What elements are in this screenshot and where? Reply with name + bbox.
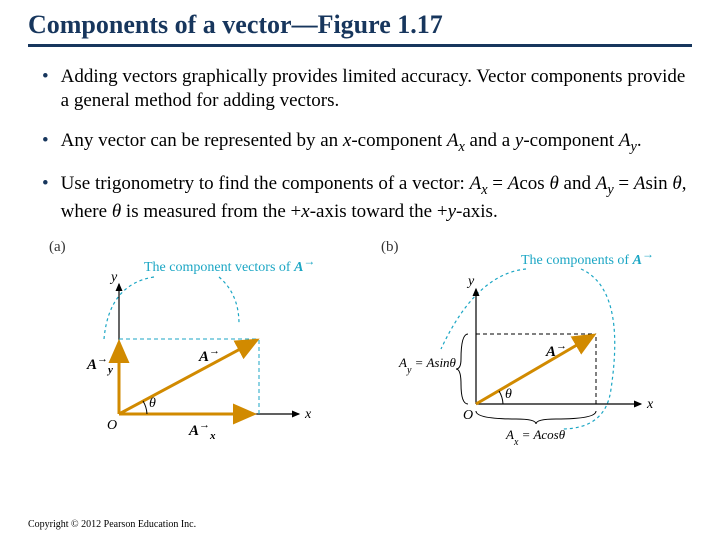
bullet-1-text: Adding vectors graphically provides limi… [61,65,692,113]
ay-equation: Ay = Asinθ [398,355,457,376]
bullet-list: • Adding vectors graphically provides li… [28,65,692,223]
theta-label-b: θ [505,387,512,402]
bullet-3-text: Use trigonometry to find the components … [61,172,692,223]
x-axis-label-b: x [646,397,654,412]
y-axis-label: y [109,270,118,285]
bullet-2-text: Any vector can be represented by an x-co… [61,129,692,157]
figure-b-svg: The components of A→ x y O θ A→ [381,239,681,449]
figure-a: (a) The component vectors of A→ [49,239,339,449]
figure-a-svg: The component vectors of A→ x y O [49,239,339,449]
fig-b-caption: The components of A→ [521,247,654,268]
figure-row: (a) The component vectors of A→ [28,239,692,449]
slide-title: Components of a vector—Figure 1.17 [28,10,692,47]
copyright-text: Copyright © 2012 Pearson Education Inc. [28,519,196,530]
bullet-dot: • [42,65,49,113]
vec-A-label-b: A→ [545,340,567,360]
x-axis-label: x [304,407,312,422]
panel-label-b: (b) [381,239,399,256]
bullet-3: • Use trigonometry to find the component… [42,172,692,223]
figure-b: (b) The components of A→ x [381,239,671,449]
bullet-dot: • [42,129,49,157]
vec-Ay-label: A→y [86,353,113,376]
origin-label-b: O [463,408,473,423]
vec-Ax-label: A→x [188,419,216,442]
origin-label: O [107,418,117,433]
bullet-1: • Adding vectors graphically provides li… [42,65,692,113]
y-axis-label-b: y [466,274,475,289]
ax-equation: Ax = Acosθ [505,427,566,448]
bullet-2: • Any vector can be represented by an x-… [42,129,692,157]
panel-label-a: (a) [49,239,66,256]
bullet-dot: • [42,172,49,223]
theta-label-a: θ [149,396,156,411]
fig-a-caption: The component vectors of A→ [144,254,315,275]
